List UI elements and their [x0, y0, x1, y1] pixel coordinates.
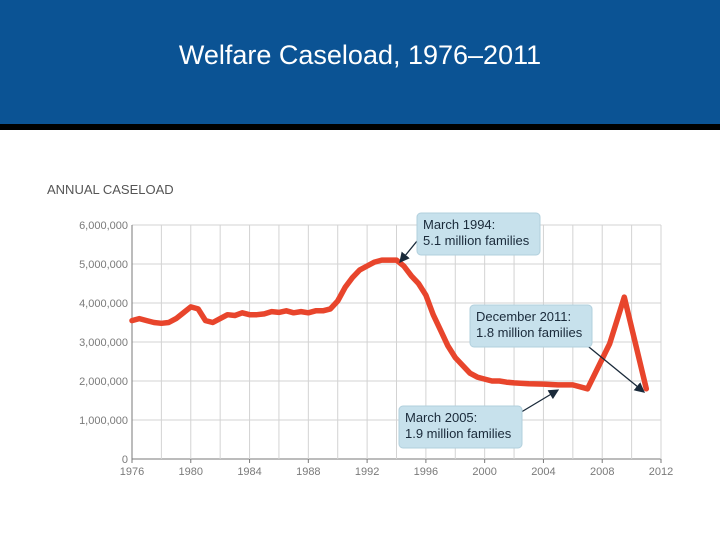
- annotation-text: 1.9 million families: [405, 426, 512, 441]
- annotation-text: 1.8 million families: [476, 325, 583, 340]
- y-tick-label: 5,000,000: [79, 259, 128, 271]
- annotation-text: March 2005:: [405, 410, 477, 425]
- annotation-box: [469, 304, 593, 348]
- x-tick-label: 2008: [590, 466, 614, 478]
- x-tick-label: 1992: [355, 466, 379, 478]
- caseload-series-line: [129, 257, 650, 392]
- x-tick-label: 1984: [237, 466, 261, 478]
- annotation-text: March 1994:: [423, 217, 495, 232]
- annotation-arrow: [583, 342, 646, 393]
- annotation-text: December 2011:: [476, 309, 571, 324]
- annotation-box: [398, 405, 523, 449]
- annotation-boxes: March 1994:5.1 million families December …: [398, 212, 593, 449]
- y-tick-label: 4,000,000: [79, 298, 128, 310]
- header-divider: [0, 124, 720, 130]
- x-tick-labels: 1976 1980 1984 1988 1992 1996 2000 2004 2008 2012: [120, 466, 673, 478]
- x-tick-label: 1996: [414, 466, 438, 478]
- x-tick-label: 2000: [472, 466, 496, 478]
- x-tick-label: 1980: [179, 466, 203, 478]
- slide-header: Welfare Caseload, 1976–2011: [0, 0, 720, 124]
- annotation-callout: December 2011:1.8 million families: [469, 304, 593, 348]
- annotation-callout: March 2005:1.9 million families: [398, 405, 523, 449]
- y-tick-label: 2,000,000: [79, 376, 128, 388]
- y-tick-label: 3,000,000: [79, 337, 128, 349]
- x-tick-label: 2004: [531, 466, 555, 478]
- annotation-box: [416, 212, 541, 256]
- annotation-text: 5.1 million families: [423, 233, 530, 248]
- annotation-callout: March 1994:5.1 million families: [416, 212, 541, 256]
- x-tick-label: 1976: [120, 466, 144, 478]
- y-tick-label: 0: [122, 454, 128, 466]
- slide-title: Welfare Caseload, 1976–2011: [178, 39, 542, 70]
- x-tick-label: 2012: [649, 466, 673, 478]
- x-tick-label: 1988: [296, 466, 320, 478]
- annotation-arrow: [517, 389, 560, 415]
- y-tick-label: 6,000,000: [79, 220, 128, 232]
- chart-series: [129, 257, 650, 392]
- y-tick-labels: 0 1,000,000 2,000,000 3,000,000 4,000,000 5,0…: [79, 220, 128, 466]
- y-axis-label: ANNUAL CASELOAD: [47, 182, 174, 197]
- y-tick-label: 1,000,000: [79, 415, 128, 427]
